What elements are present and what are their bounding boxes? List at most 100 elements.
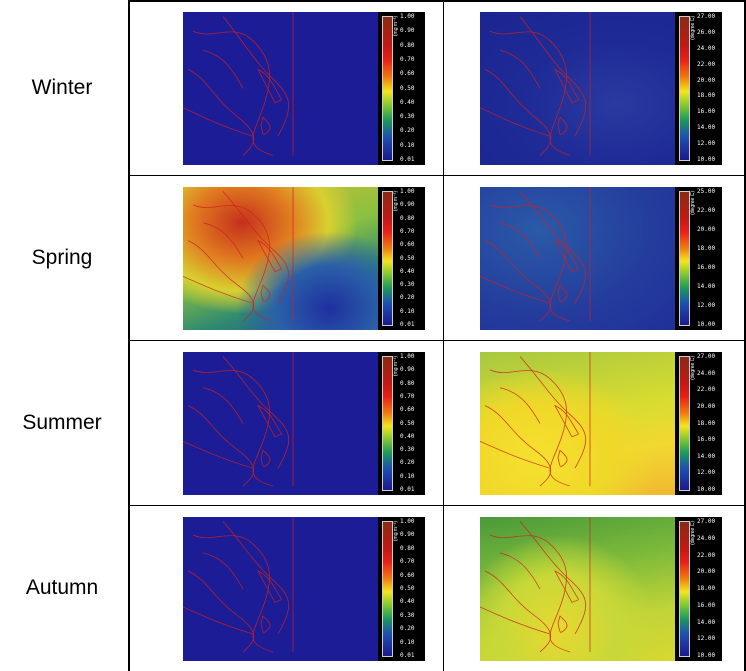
colorbar-strip [679, 356, 690, 491]
map-image [480, 12, 675, 165]
colorbar-tick: 18.00 [697, 585, 716, 592]
colorbar-tick: 0.50 [400, 585, 415, 592]
colorbar-strip [679, 16, 690, 161]
colorbar-tick: 12.00 [697, 635, 716, 643]
colorbar-strip [382, 191, 393, 326]
colorbar-tick: 0.40 [400, 267, 415, 275]
contours [183, 352, 294, 487]
row-divider [128, 175, 746, 176]
colorbar-tick: 12.00 [697, 140, 716, 148]
colorbar-tick: 0.40 [400, 98, 415, 106]
colorbar-tick: 0.50 [400, 84, 415, 92]
table-border [744, 0, 746, 671]
row-divider [128, 505, 746, 506]
colorbar-unit: (mg m⁻³) [393, 16, 399, 37]
colorbar-tick: 26.00 [697, 28, 716, 36]
colorbar-tick: 0.90 [400, 531, 415, 539]
colorbar: (mg m⁻³) 1.00 0.90 0.80 0.70 0.60 0.50 0.40 0.30… [378, 517, 425, 661]
colorbar-tick: 1.00 [400, 188, 415, 195]
colorbar-strip [382, 521, 393, 657]
colorbar-tick: 14.00 [697, 124, 716, 132]
colorbar-tick: 12.00 [697, 302, 716, 309]
map-image [480, 517, 675, 661]
colorbar-tick: 1.00 [400, 13, 415, 20]
colorbar-tick: 0.50 [400, 254, 415, 262]
contours [183, 517, 294, 653]
colorbar-unit: (mg m⁻³) [393, 356, 399, 377]
colorbar-tick: 16.00 [697, 264, 716, 271]
contours [183, 12, 294, 156]
colorbar-tick: 22.00 [697, 386, 716, 394]
colorbar-tick: 0.10 [400, 141, 415, 149]
colorbar-tick: 0.20 [400, 294, 415, 302]
map-image [183, 12, 378, 165]
colorbar: (mg m⁻³) 1.00 0.90 0.80 0.70 0.60 0.50 0.40 0.30… [378, 12, 425, 165]
colorbar-tick: 0.20 [400, 625, 415, 633]
table-border [128, 0, 130, 671]
map-image [183, 187, 378, 330]
colorbar: (mg m⁻³) 1.00 0.90 0.80 0.70 0.60 0.50 0.40 0.30… [378, 352, 425, 495]
colorbar-tick: 20.00 [697, 568, 716, 576]
colorbar-unit: (degree C) [690, 356, 696, 380]
colorbar-tick: 0.60 [400, 406, 415, 414]
colorbar-tick: 16.00 [697, 108, 716, 116]
colorbar-tick: 14.00 [697, 618, 716, 626]
colorbar-tick: 0.30 [400, 113, 415, 121]
colorbar-tick: 0.10 [400, 472, 415, 480]
colorbar-tick: 1.00 [400, 518, 415, 525]
colorbar-tick: 0.60 [400, 241, 415, 249]
colorbar-tick: 0.30 [400, 281, 415, 289]
colorbar-tick: 18.00 [697, 245, 716, 252]
contours [480, 352, 591, 487]
colorbar-tick: 0.90 [400, 201, 415, 209]
map-image [183, 517, 378, 661]
colorbar-tick: 16.00 [697, 436, 716, 444]
colorbar-unit: (degree C) [690, 521, 696, 545]
map-image [480, 187, 675, 330]
colorbar-tick: 0.70 [400, 55, 415, 63]
colorbar-tick: 0.30 [400, 446, 415, 454]
contours [480, 517, 591, 653]
colorbar-tick: 0.60 [400, 571, 415, 579]
colorbar-tick: 14.00 [697, 283, 716, 290]
colorbar-tick: 0.80 [400, 379, 415, 387]
colorbar-tick: 0.30 [400, 611, 415, 619]
colorbar-tick: 18.00 [697, 92, 716, 100]
colorbar-tick: 0.01 [400, 486, 415, 493]
map-image [183, 352, 378, 495]
colorbar-tick: 0.10 [400, 638, 415, 646]
colorbar-tick: 27.00 [697, 518, 716, 525]
colorbar-tick: 14.00 [697, 452, 716, 460]
colorbar-strip [382, 16, 393, 161]
colorbar-tick: 27.00 [697, 13, 716, 20]
colorbar-tick: 0.70 [400, 227, 415, 235]
colorbar-tick: 0.50 [400, 419, 415, 427]
colorbar-tick: 0.40 [400, 598, 415, 606]
colorbar-tick: 25.00 [697, 188, 716, 195]
colorbar: (degree C) 27.00 26.00 24.00 22.00 20.00 18.00… [675, 12, 722, 165]
colorbar-tick: 0.10 [400, 307, 415, 315]
season-label: Winter [31, 75, 93, 99]
colorbar-tick: 16.00 [697, 601, 716, 609]
colorbar-tick: 24.00 [697, 369, 716, 377]
colorbar: (degree C) 27.00 24.00 22.00 20.00 18.00 16.00… [675, 352, 722, 495]
colorbar-strip [679, 521, 690, 657]
colorbar: (degree C) 27.00 24.00 22.00 20.00 18.00 16.00… [675, 517, 722, 661]
colorbar-tick: 0.20 [400, 459, 415, 467]
colorbar-tick: 0.80 [400, 41, 415, 49]
colorbar-tick: 0.80 [400, 544, 415, 552]
colorbar-tick: 22.00 [697, 60, 716, 68]
colorbar-tick: 10.00 [697, 486, 716, 493]
colorbar-strip [679, 191, 690, 326]
colorbar-tick: 27.00 [697, 353, 716, 360]
colorbar-strip [382, 356, 393, 491]
colorbar-tick: 18.00 [697, 419, 716, 427]
colorbar-unit: (mg m⁻³) [393, 521, 399, 542]
colorbar-unit: (mg m⁻³) [393, 191, 399, 212]
map-image [480, 352, 675, 495]
row-divider [128, 340, 746, 341]
colorbar-tick: 0.80 [400, 214, 415, 222]
colorbar-unit: (degree C) [690, 16, 696, 40]
colorbar-tick: 0.60 [400, 70, 415, 78]
